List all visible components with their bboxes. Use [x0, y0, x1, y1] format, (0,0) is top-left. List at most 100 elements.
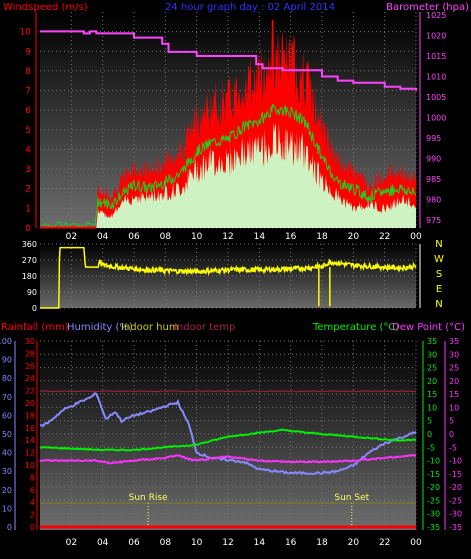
legend-indoor-hum: Indoor hum: [121, 322, 179, 333]
legend-rainfall: Rainfall (mm): [1, 322, 69, 333]
x-tick-label: 04: [97, 538, 109, 548]
temperature-tick-label: -10: [427, 457, 440, 466]
temperature-line: [39, 428, 417, 452]
dewpoint-tick-label: 15: [449, 390, 459, 399]
legend-humidity: Humidity (%): [67, 322, 133, 333]
temperature-tick-label: 30: [427, 350, 437, 359]
temperature-tick-label: -5: [427, 443, 435, 452]
temperature-tick-label: -35: [427, 523, 440, 532]
temperature-tick-label: 20: [427, 377, 437, 386]
graph-title: 24 hour graph day : 02 April 2014: [165, 2, 335, 13]
rain-tick-label: 24: [25, 374, 35, 383]
x-tick-label: 02: [66, 232, 77, 242]
barometer-tick-label: 1005: [426, 93, 446, 102]
dewpoint-tick-label: 5: [449, 417, 454, 426]
x-tick-label: 22: [379, 232, 390, 242]
temperature-tick-label: -15: [427, 470, 440, 479]
wind-tick-label: 8: [25, 67, 31, 77]
rain-tick-label: 8: [30, 473, 35, 482]
humidity-tick-label: 20: [2, 486, 12, 495]
wind-tick-label: 0: [25, 224, 31, 234]
humidity-tick-label: 70: [2, 393, 12, 402]
sunset-label: Sun Set: [334, 493, 369, 503]
dewpoint-tick-label: 25: [449, 364, 459, 373]
barometer-tick-label: 985: [426, 175, 441, 184]
rain-tick-label: 18: [25, 411, 35, 420]
x-tick-label: 14: [254, 538, 266, 548]
x-tick-label: 08: [160, 538, 172, 548]
temperature-tick-label: -20: [427, 483, 440, 492]
sunrise-label: Sun Rise: [129, 493, 168, 503]
temperature-tick-label: 10: [427, 403, 437, 412]
x-tick-label: 14: [254, 232, 266, 242]
x-tick-label: 12: [222, 538, 233, 548]
dewpoint-tick-label: -35: [449, 523, 462, 532]
humidity-tick-label: 50: [2, 430, 12, 439]
x-tick-label: 00: [410, 538, 422, 548]
humidity-tick-label: 100: [0, 337, 12, 346]
legend-dewpoint: Dew Point (°C): [392, 322, 465, 333]
dewpoint-tick-label: -5: [449, 443, 457, 452]
humidity-tick-label: 80: [2, 374, 12, 383]
humidity-tick-label: 40: [2, 449, 12, 458]
compass-label: N: [435, 239, 442, 250]
temperature-tick-label: 35: [427, 337, 437, 346]
dewpoint-tick-label: 35: [449, 337, 459, 346]
rain-tick-label: 28: [25, 349, 35, 358]
dewpoint-tick-label: -10: [449, 457, 462, 466]
dewpoint-tick-label: 0: [449, 430, 454, 439]
rain-tick-label: 20: [25, 399, 35, 408]
barometer-tick-label: 995: [426, 134, 441, 143]
barometer-tick-label: 990: [426, 155, 441, 164]
rain-tick-label: 10: [25, 461, 35, 470]
rain-tick-label: 2: [30, 511, 35, 520]
x-tick-label: 10: [191, 538, 203, 548]
wind-tick-label: 6: [25, 106, 31, 116]
barometer-line: [40, 30, 417, 91]
x-tick-label: 00: [410, 232, 422, 242]
rain-tick-label: 6: [30, 486, 35, 495]
legend-temperature: Temperature (°C): [312, 322, 399, 333]
compass-label: S: [436, 269, 442, 280]
barometer-tick-label: 1015: [426, 52, 446, 61]
wind-tick-label: 3: [25, 165, 31, 175]
x-tick-label: 08: [160, 232, 172, 242]
rain-tick-label: 12: [25, 449, 35, 458]
barometer-tick-label: 1010: [426, 73, 446, 82]
dewpoint-tick-label: -25: [449, 496, 462, 505]
legend-indoor-temp: Indoor temp: [174, 322, 235, 333]
barometer-tick-label: 1000: [426, 114, 446, 123]
compass-label: E: [436, 284, 442, 295]
x-tick-label: 02: [66, 538, 77, 548]
wind-tick-label: 4: [25, 145, 31, 155]
rain-tick-label: 16: [25, 424, 35, 433]
x-tick-label: 16: [285, 538, 297, 548]
indoor-temp-line: [39, 390, 417, 393]
wind-average-line: [40, 103, 417, 229]
direction-tick-label: 360: [22, 240, 37, 249]
temperature-tick-label: 0: [427, 430, 432, 439]
x-tick-label: 04: [97, 232, 109, 242]
barometer-tick-label: 1025: [426, 11, 446, 20]
dewpoint-tick-label: -30: [449, 510, 462, 519]
barometer-tick-label: 1020: [426, 32, 446, 41]
dewpoint-line: [39, 453, 417, 465]
humidity-tick-label: 60: [2, 411, 12, 420]
rain-tick-label: 22: [25, 387, 35, 396]
wind-tick-label: 1: [25, 204, 31, 214]
temperature-tick-label: 25: [427, 364, 437, 373]
dewpoint-tick-label: 10: [449, 403, 459, 412]
rain-tick-label: 26: [25, 362, 35, 371]
x-tick-label: 10: [191, 232, 203, 242]
x-tick-label: 18: [316, 232, 328, 242]
dewpoint-tick-label: -15: [449, 470, 462, 479]
dewpoint-tick-label: 20: [449, 377, 459, 386]
x-tick-label: 22: [379, 538, 390, 548]
wind-tick-label: 5: [25, 126, 31, 136]
barometer-tick-label: 975: [426, 216, 441, 225]
temperature-tick-label: -25: [427, 496, 440, 505]
dewpoint-tick-label: 30: [449, 350, 459, 359]
x-tick-label: 16: [285, 232, 297, 242]
